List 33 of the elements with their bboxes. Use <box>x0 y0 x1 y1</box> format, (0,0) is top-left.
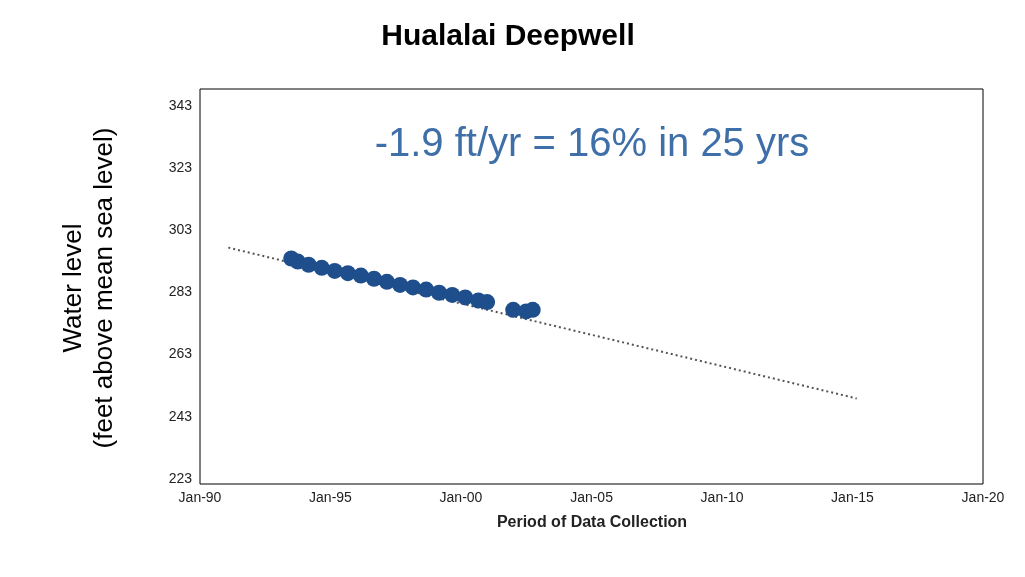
y-tick-label: 243 <box>168 407 193 424</box>
point <box>300 256 317 273</box>
y-tick-label: 283 <box>168 283 193 300</box>
point <box>479 294 496 311</box>
point <box>352 267 369 284</box>
point <box>378 273 395 290</box>
x-tick-label: Jan-95 <box>309 488 353 505</box>
point <box>431 284 448 301</box>
x-tick-label: Jan-90 <box>178 488 222 505</box>
chart-title: Hualalai Deepwell <box>380 18 636 52</box>
x-tick-label: Jan-20 <box>961 488 1005 505</box>
x-tick-label: Jan-00 <box>439 488 483 505</box>
point <box>457 289 474 306</box>
x-axis-title: Period of Data Collection <box>495 513 689 531</box>
y-axis-title: Water level (feet above mean sea level) <box>57 127 119 449</box>
point <box>326 262 343 279</box>
point <box>505 301 522 318</box>
x-tick-label: Jan-05 <box>570 488 614 505</box>
y-tick-label: 263 <box>168 345 193 362</box>
point <box>405 279 422 296</box>
point <box>313 259 330 276</box>
y-tick-label: 303 <box>168 220 193 237</box>
annotation: -1.9 ft/yr = 16% in 25 yrs <box>373 120 811 165</box>
point <box>418 281 435 298</box>
y-tick-label: 343 <box>168 96 193 113</box>
y-tick-label: 223 <box>168 469 193 486</box>
point <box>366 270 383 287</box>
point <box>339 265 356 282</box>
x-tick-label: Jan-10 <box>700 488 744 505</box>
point <box>392 276 409 293</box>
x-tick-label: Jan-15 <box>831 488 875 505</box>
y-tick-label: 323 <box>168 158 193 175</box>
point <box>444 286 461 303</box>
